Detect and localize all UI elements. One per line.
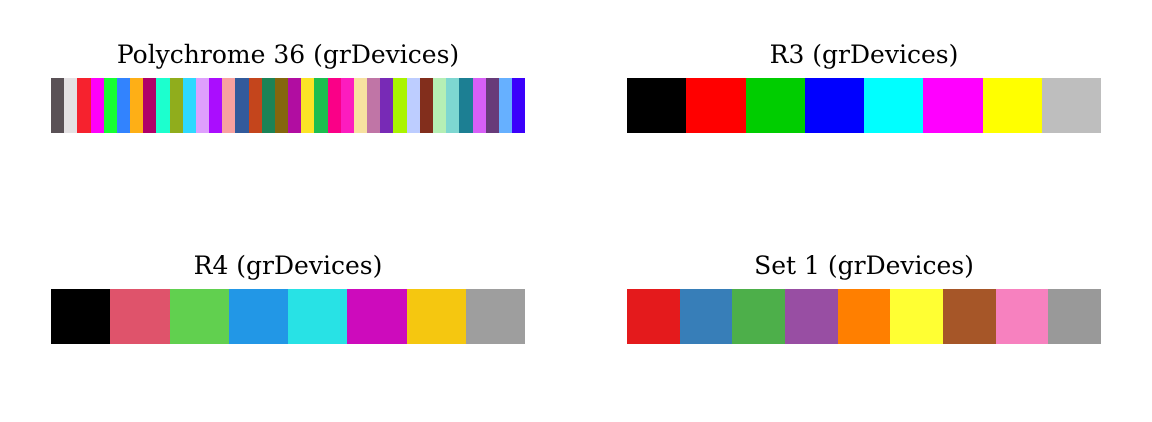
color-swatch — [1048, 289, 1102, 344]
color-swatch — [169, 289, 229, 344]
palette-title: R3 (grDevices) — [769, 40, 959, 69]
color-swatch — [248, 78, 262, 133]
color-swatch — [1041, 78, 1101, 133]
color-swatch — [143, 78, 157, 133]
color-swatch — [51, 289, 111, 344]
color-swatch — [459, 78, 473, 133]
color-swatch — [110, 289, 170, 344]
color-swatch — [472, 78, 486, 133]
color-swatch — [169, 78, 183, 133]
color-swatch — [627, 78, 687, 133]
color-swatch — [498, 78, 513, 133]
color-swatch — [130, 78, 144, 133]
swatch-strip — [627, 289, 1102, 344]
color-swatch — [301, 78, 315, 133]
color-swatch — [745, 78, 805, 133]
color-swatch — [51, 78, 65, 133]
color-swatch — [419, 78, 433, 133]
color-swatch — [353, 78, 368, 133]
color-swatch — [732, 289, 786, 344]
color-swatch — [406, 289, 466, 344]
color-swatch — [77, 78, 91, 133]
color-swatch — [686, 78, 746, 133]
color-swatch — [235, 78, 249, 133]
swatch-strip — [51, 289, 525, 344]
color-swatch — [923, 78, 983, 133]
color-swatch — [512, 78, 526, 133]
color-swatch — [446, 78, 460, 133]
color-swatch — [406, 78, 420, 133]
color-swatch — [222, 78, 236, 133]
color-swatch — [195, 78, 210, 133]
color-swatch — [340, 78, 354, 133]
color-swatch — [182, 78, 196, 133]
color-swatch — [393, 78, 407, 133]
color-swatch — [982, 78, 1042, 133]
color-swatch — [347, 289, 407, 344]
color-swatch — [485, 78, 499, 133]
palette-title: Polychrome 36 (grDevices) — [116, 40, 460, 69]
color-swatch — [995, 289, 1049, 344]
color-swatch — [380, 78, 394, 133]
color-swatch — [261, 78, 275, 133]
color-swatch — [64, 78, 78, 133]
swatch-strip — [627, 78, 1101, 133]
color-swatch — [116, 78, 131, 133]
palette-title: R4 (grDevices) — [193, 251, 383, 280]
color-swatch — [679, 289, 733, 344]
color-swatch — [432, 78, 447, 133]
palette-title: Set 1 (grDevices) — [754, 251, 974, 280]
color-swatch — [103, 78, 117, 133]
swatch-strip — [51, 78, 526, 133]
color-swatch — [837, 289, 891, 344]
color-swatch — [327, 78, 341, 133]
color-swatch — [228, 289, 288, 344]
color-swatch — [288, 78, 302, 133]
color-swatch — [288, 289, 348, 344]
color-swatch — [90, 78, 104, 133]
color-swatch — [943, 289, 996, 344]
color-swatch — [156, 78, 170, 133]
color-swatch — [465, 289, 525, 344]
color-swatch — [367, 78, 381, 133]
color-swatch — [804, 78, 864, 133]
color-swatch — [890, 289, 944, 344]
color-swatch — [785, 289, 838, 344]
color-swatch — [864, 78, 924, 133]
color-swatch — [314, 78, 328, 133]
color-swatch — [627, 289, 680, 344]
color-swatch — [274, 78, 289, 133]
color-swatch — [209, 78, 223, 133]
